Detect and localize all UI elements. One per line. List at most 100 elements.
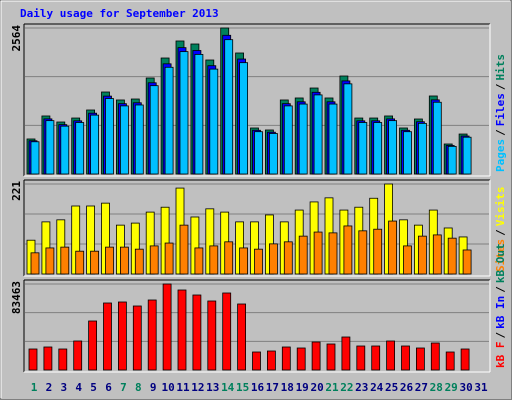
x-tick-label: 22 [340,381,353,394]
legend-separator: / [494,332,507,339]
bar [403,245,412,275]
bar [194,54,204,175]
bar [60,246,70,275]
bar [28,348,38,371]
x-tick-label: 9 [150,381,157,394]
legend: Pages / Files / Hits [494,54,507,172]
x-tick-label: 21 [325,381,339,394]
bar [341,336,351,371]
bar [462,136,472,175]
bar [237,303,247,371]
x-tick-label: 26 [400,381,414,394]
x-tick-label: 8 [135,381,142,394]
bar [283,105,293,175]
x-tick-label: 29 [445,381,458,394]
chart-title: Daily usage for September 2013 [20,7,219,20]
x-tick-label: 30 [459,381,472,394]
bar [75,122,85,175]
x-tick-label: 18 [281,381,294,394]
x-tick-label: 7 [120,381,127,394]
x-tick-label: 27 [415,381,428,394]
bar [194,247,204,275]
legend-entry: Sites [494,239,507,272]
bar [432,101,442,175]
bar [90,250,99,275]
legend-entry: kB F [494,342,507,369]
bar [447,145,457,175]
bar [326,343,336,371]
x-tick-label: 23 [355,381,368,394]
x-tick-label: 11 [176,381,190,394]
bar [164,242,174,275]
bar [388,220,398,275]
legend-entry: Hits [494,54,507,81]
bar [298,103,308,175]
y-tick-label: 2564 [10,25,23,52]
bar [224,39,234,175]
bar [417,235,427,275]
x-tick-label: 25 [385,381,398,394]
x-tick-label: 17 [266,381,279,394]
legend-separator: / [494,83,507,90]
bar [118,301,127,371]
bar [192,294,202,371]
legend-separator: / [494,229,507,236]
x-tick-label: 13 [206,381,219,394]
bar [207,300,217,371]
x-tick-label: 16 [251,381,265,394]
bar [311,341,321,371]
bar [147,299,157,371]
bar [132,305,142,371]
bar [105,246,114,275]
bar [283,241,293,275]
bar [60,125,70,175]
bar [417,122,427,175]
bar [149,85,159,175]
bar [388,120,398,175]
bar [358,230,368,275]
bar [415,347,425,371]
x-tick-label: 19 [296,381,309,394]
bar [177,289,187,371]
x-tick-label: 24 [370,381,384,394]
bar [430,342,440,371]
bar [445,351,455,371]
bar [373,122,383,175]
bar [134,104,144,175]
bar [328,232,338,275]
bar [401,345,410,371]
x-tick-label: 10 [161,381,174,394]
y-tick-label: 83463 [10,281,23,314]
bar [30,141,40,175]
bar [58,348,68,371]
bar [209,68,219,175]
legend-separator: / [494,129,507,136]
bar [30,252,40,275]
bar [105,98,114,175]
legend-separator: / [494,286,507,293]
legend-entry: Visits [494,187,507,227]
bar [462,249,472,275]
bar [254,248,263,275]
bar [254,131,263,175]
legend: kB F / kB In / kB Out [494,243,507,368]
bar [179,51,189,175]
bar [75,250,85,275]
bar [43,346,53,371]
legend-entry: kB Out [494,243,507,283]
bar [296,347,306,371]
x-tick-label: 3 [60,381,67,394]
bar [164,66,174,175]
x-tick-label: 31 [474,381,488,394]
bar [73,340,83,371]
bar [179,224,189,275]
bar [358,122,368,175]
y-tick-label: 221 [10,181,23,201]
bar [162,283,172,371]
x-tick-label: 5 [90,381,97,394]
bar [224,241,234,275]
bar [252,351,261,371]
legend-entry: Files [494,93,507,126]
bar [371,345,381,371]
